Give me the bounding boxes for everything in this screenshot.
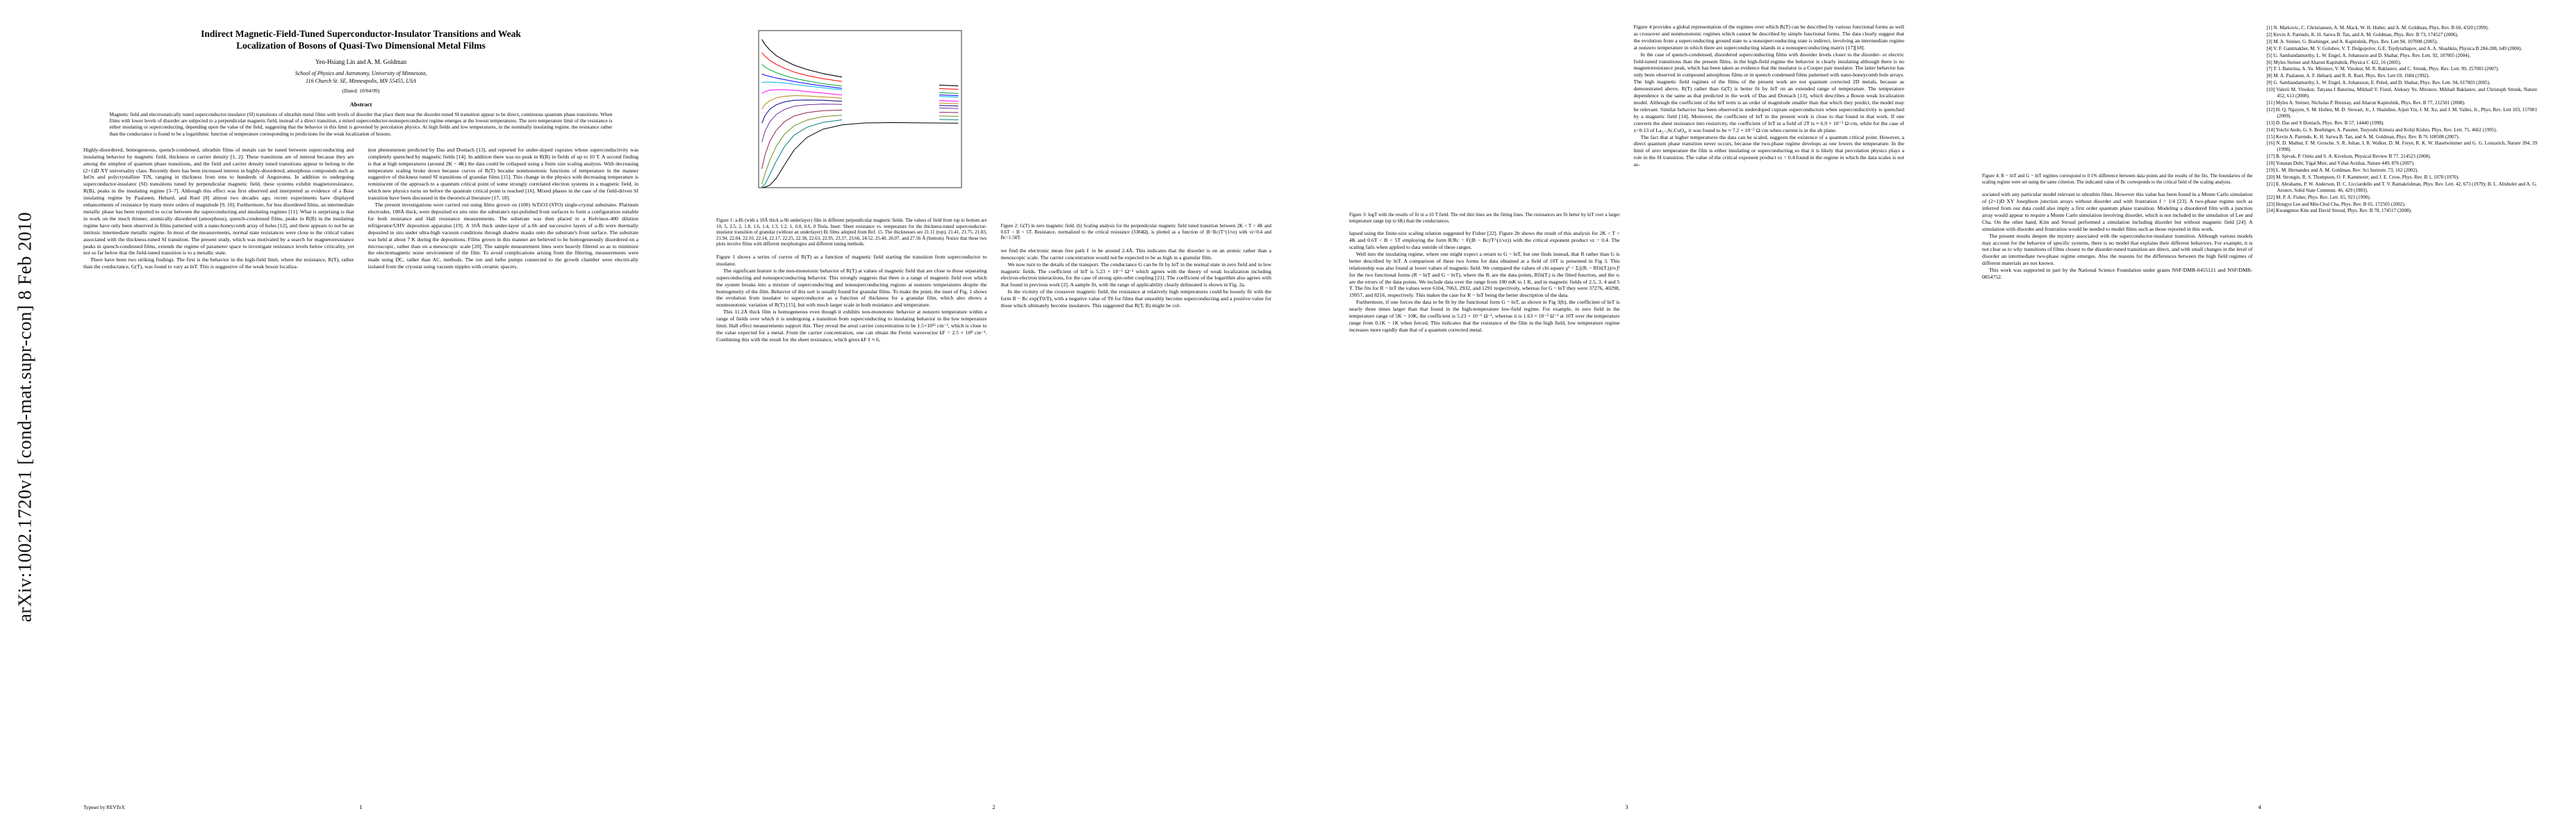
figure-4-plot [2026, 25, 2208, 170]
abstract-text: Magnetic field and electrostatically tun… [109, 111, 613, 137]
figure-2: Figure 2: G(T) in zero magnetic field. (… [1000, 25, 1272, 242]
reference-item: [10] Valerii M. Vinokur, Tatyana I Batur… [2266, 87, 2538, 99]
page-number-1: 1 [359, 803, 363, 810]
paragraph: Highly-disordered, homogeneous, quench-c… [83, 146, 354, 256]
reference-item: [5] G. Sambandamurthy, L. W. Engel, A. J… [2266, 52, 2470, 58]
figure-4-caption: Figure 4: R ~ lnT and G ~ lnT regimes co… [1982, 174, 2253, 185]
reference-item: [15] Kevin A. Parendo, K. H. Sarwa B. Ta… [2266, 133, 2460, 140]
paper-title-line1: Indirect Magnetic-Field-Tuned Supercondu… [201, 28, 521, 39]
figure-2-canvas [1056, 25, 1216, 220]
affiliation-line2: 116 Church St. SE, Minneapolis, MN 55455… [306, 77, 416, 84]
reference-item: [16] N. D. Mathur, F. M. Grosche, S. R. … [2266, 140, 2538, 153]
page-1-columns: Highly-disordered, homogeneous, quench-c… [83, 147, 638, 270]
reference-item: [18] Yonatan Dubi, Yigal Meir, and Yshai… [2266, 161, 2415, 167]
paragraph: The present investigations were carried … [368, 202, 639, 270]
reference-item: [22] M. P. A. Fisher, Phys. Rev. Lett. 6… [2266, 194, 2371, 200]
page-1: Indirect Magnetic-Field-Tuned Supercondu… [44, 0, 677, 834]
reference-item: [3] M. A. Steiner, G. Boebinger, and A. … [2266, 38, 2438, 44]
reference-item: [23] Hongyu Lee and Min-Chul Cha, Phys. … [2266, 201, 2406, 207]
figure-3-canvas [1401, 25, 1568, 208]
affiliation-line1: School of Physics and Astronomy, Univers… [295, 70, 427, 76]
reference-item: [19] L. M. Hernandez and A. M. Goldman, … [2266, 167, 2419, 174]
paragraph: Well into the insulating regime, where o… [1349, 250, 1620, 299]
paragraph: There have been two striking findings. T… [83, 256, 354, 270]
reference-item: [14] Yoichi Ando, G. S. Boebinger, A. Pa… [2266, 126, 2497, 133]
page-number-2: 2 [992, 803, 996, 810]
paragraph: In the vicinity of the crossover magneti… [1000, 288, 1272, 309]
paper-authors: Yen-Hsiang Lin and A. M. Goldman [315, 58, 407, 65]
reference-item: [11] Myles A. Steiner, Nicholas P. Brezn… [2266, 99, 2466, 106]
figure-1-canvas [733, 25, 970, 214]
figure-3b-plot [1401, 111, 1568, 208]
paragraph: Furthermore, if one forces the data to b… [1349, 299, 1620, 333]
figure-2-caption: Figure 2: G(T) in zero magnetic field. (… [1000, 224, 1272, 241]
paragraph: In the case of quench-condensed, disorde… [1633, 51, 1905, 133]
paragraph: tion phenomenon predicted by Das and Don… [368, 146, 639, 202]
reference-item: [20] M. Strongin, R. S. Thompson, O. F. … [2266, 174, 2459, 180]
figure-3: Figure 3: logT with the results of fit i… [1349, 25, 1620, 224]
acknowledgment: This work was supported in part by the N… [1982, 267, 2253, 281]
paragraph: We now turn to the details of the transp… [1000, 261, 1272, 288]
paper-affiliation: School of Physics and Astronomy, Univers… [83, 70, 638, 85]
reference-item: [24] Kwangmoo Kim and David Stroud, Phys… [2266, 208, 2412, 214]
reference-item: [12] H. Q. Nguyen, S. M. Hollen, M. D. S… [2266, 106, 2538, 119]
figure-1-caption: Figure 1: a-Bi (with a 10Å thick a-Sb un… [716, 218, 987, 247]
reference-item: [7] T. I. Baturina, A. Yu. Mironov, V. M… [2266, 66, 2500, 72]
figure-4: Figure 4: R ~ lnT and G ~ lnT regimes co… [1982, 25, 2253, 186]
paragraph: The fact that at higher temperatures the… [1633, 133, 1905, 168]
page-4-column-right: [1] N. Markovic, C. Christiansen, A. M. … [2267, 24, 2538, 281]
reference-item: [8] M. A. Paalanen, A. F. Hebard, and R.… [2266, 73, 2430, 79]
paragraph: The present results deepen the mystery a… [1982, 232, 2253, 267]
paragraph: This 11.2Å thick film is homogeneous eve… [716, 309, 987, 343]
pages-row: Indirect Magnetic-Field-Tuned Supercondu… [44, 0, 2576, 834]
figure-4-canvas [2026, 25, 2208, 170]
page-1-column-right: tion phenomenon predicted by Das and Don… [368, 147, 639, 270]
reference-item: [4] V. F. Gantmakher, M. V. Golubov, V. … [2266, 45, 2523, 51]
abstract-heading: Abstract [349, 101, 372, 108]
page-4-columns: Figure 4: R ~ lnT and G ~ lnT regimes co… [1982, 24, 2537, 281]
reference-item: [2] Kevin A. Parendo, K. H. Sarwa B. Tan… [2266, 31, 2459, 38]
figure-3-caption: Figure 3: logT with the results of fit i… [1349, 213, 1620, 224]
paper-title-line2: Localization of Bosons of Quasi-Two Dime… [236, 40, 486, 51]
page-2-column-left: Figure 1: a-Bi (with a 10Å thick a-Sb un… [716, 24, 987, 343]
reference-item: [9] G. Sambandamurthy, L. W. Engel, A. J… [2266, 80, 2491, 86]
figure-1-inset-plot [841, 46, 939, 121]
page-3-column-right: Figure 4 provides a global representatio… [1634, 24, 1905, 334]
page-2: Figure 1: a-Bi (with a 10Å thick a-Sb un… [677, 0, 1310, 834]
paragraph: lapsed using the finite-size scaling rel… [1349, 230, 1620, 250]
page-number-4: 4 [2258, 803, 2261, 810]
figure-3a-plot [1401, 25, 1568, 111]
paragraph: we find the electronic mean free path ℓ … [1000, 247, 1272, 261]
reference-item: [1] N. Markovic, C. Christiansen, A. M. … [2266, 25, 2489, 31]
reference-item: [17] B. Spivak, P. Oreto and S. A. Kivel… [2266, 154, 2431, 160]
reference-item: [21] E. Abrahams, P. W. Anderson, D. C. … [2266, 181, 2538, 193]
reference-item: [13] D. Das and S Doniach, Phys. Rev. B … [2266, 120, 2385, 126]
paper-date: (Dated: 10/04/09) [342, 88, 380, 94]
paragraph: The significant feature is the non-monot… [716, 267, 987, 309]
typeset-note: Typeset by REVTeX [83, 805, 125, 810]
page-3: Figure 3: logT with the results of fit i… [1310, 0, 1943, 834]
figure-2b-plot [1056, 121, 1216, 220]
page-4-column-left: Figure 4: R ~ lnT and G ~ lnT regimes co… [1982, 24, 2253, 281]
figure-1: Figure 1: a-Bi (with a 10Å thick a-Sb un… [716, 25, 987, 248]
page-2-columns: Figure 1: a-Bi (with a 10Å thick a-Sb un… [716, 24, 1271, 343]
paragraph: sociated with any particular model relev… [1982, 191, 2253, 232]
paragraph: Figure 1 shows a series of curves of R(T… [716, 253, 987, 267]
page-4: Figure 4: R ~ lnT and G ~ lnT regimes co… [1943, 0, 2576, 834]
reference-item: [6] Myles Steiner and Aharon Kapitulnik,… [2266, 59, 2402, 65]
page-number-3: 3 [1625, 803, 1628, 810]
page-3-column-left: Figure 3: logT with the results of fit i… [1349, 24, 1620, 334]
page-3-columns: Figure 3: logT with the results of fit i… [1349, 24, 1904, 334]
paper-title: Indirect Magnetic-Field-Tuned Supercondu… [83, 28, 638, 51]
page-2-column-right: Figure 2: G(T) in zero magnetic field. (… [1000, 24, 1272, 343]
paragraph: Figure 4 provides a global representatio… [1633, 24, 1905, 51]
arxiv-sidebar-label: arXiv:1002.1720v1 [cond-mat.supr-con] 8 … [14, 211, 35, 623]
reference-list: [1] N. Markovic, C. Christiansen, A. M. … [2267, 25, 2538, 214]
figure-2a-plot [1056, 25, 1216, 121]
page-1-column-left: Highly-disordered, homogeneous, quench-c… [83, 147, 354, 270]
